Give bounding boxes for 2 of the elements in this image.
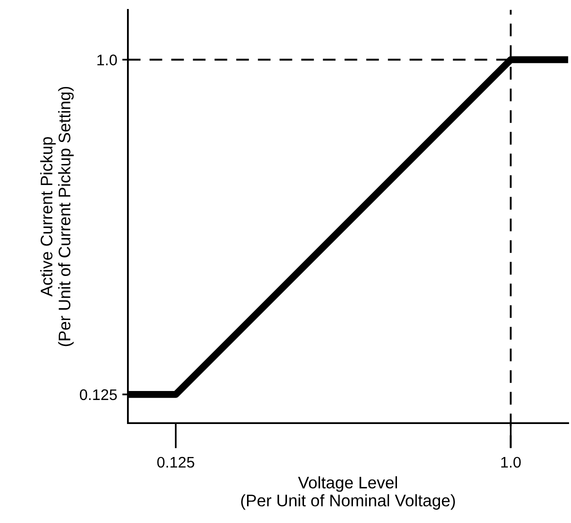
y-axis-title: Active Current Pickup (Per Unit of Current Pickup Setting) <box>40 86 74 346</box>
x-axis-title: Voltage Level (Per Unit of Nominal Voltage) <box>241 476 455 510</box>
